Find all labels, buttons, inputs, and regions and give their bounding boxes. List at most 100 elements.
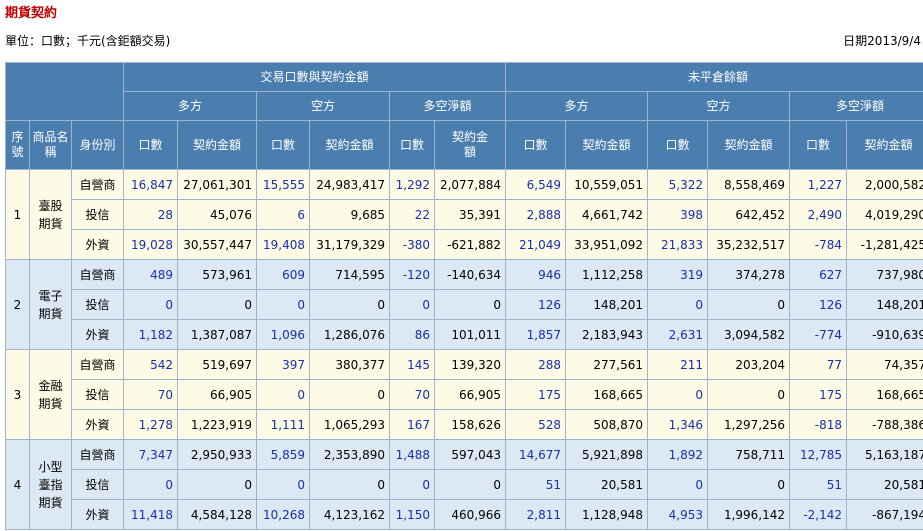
amount-cell: 758,711 [707,439,791,470]
lots-cell: 1,278 [123,409,178,440]
amount-cell: 277,561 [565,349,649,380]
lots-cell: 86 [389,319,435,350]
amount-cell: 1,286,076 [309,319,390,350]
lots-cell: 16,847 [123,169,178,200]
amount-cell: -1,281,425 [846,229,923,260]
product-name: 金融期貨 [29,349,72,440]
product-seq: 3 [5,349,30,440]
identity-cell: 投信 [71,379,124,410]
lots-cell: 1,227 [789,169,848,200]
lots-cell: 15,555 [256,169,310,200]
amount-cell: 4,584,128 [177,499,257,530]
header-trade-long-lots: 口數 [123,120,178,170]
product-name: 電子期貨 [29,259,72,350]
header-trade-net-amount: 契約金額 [433,120,507,170]
amount-cell: 642,452 [707,199,791,230]
amount-cell: 1,996,142 [707,499,791,530]
identity-cell: 自營商 [71,349,124,380]
amount-cell: 45,076 [177,199,257,230]
amount-cell: -140,634 [433,259,507,290]
identity-cell: 投信 [71,199,124,230]
lots-cell: 51 [505,469,567,500]
lots-cell: 6,549 [505,169,567,200]
lots-cell: 211 [647,349,709,380]
lots-cell: 528 [505,409,567,440]
amount-cell: 158,626 [433,409,507,440]
lots-cell: 1,857 [505,319,567,350]
amount-cell: 101,011 [433,319,507,350]
lots-cell: 2,490 [789,199,848,230]
lots-cell: 0 [647,379,709,410]
lots-cell: 319 [647,259,709,290]
header-open-net: 多空淨額 [789,91,923,121]
lots-cell: 489 [123,259,178,290]
lots-cell: 12,785 [789,439,848,470]
table-row: 外資 11,418 4,584,128 10,268 4,123,162 1,150 460… [6,499,923,530]
page-title: 期貨契約 [5,6,58,21]
lots-cell: -774 [789,319,848,350]
amount-cell: 20,581 [846,469,923,500]
amount-cell: 4,661,742 [565,199,649,230]
lots-cell: 145 [389,349,435,380]
header-open-short-lots: 口數 [647,120,709,170]
header-trade-net: 多空淨額 [388,91,507,121]
unit-label: 單位：口數；千元(含鉅額交易) [5,34,171,48]
lots-cell: 14,677 [505,439,567,470]
product-seq: 1 [5,169,30,260]
lots-cell: 4,953 [647,499,709,530]
identity-cell: 外資 [71,229,124,260]
lots-cell: -120 [389,259,435,290]
amount-cell: 597,043 [433,439,507,470]
amount-cell: 148,201 [565,289,649,320]
table-row: 外資 1,278 1,223,919 1,111 1,065,293 167 158,626… [6,409,923,440]
lots-cell: 22 [389,199,435,230]
lots-cell: 1,182 [123,319,178,350]
lots-cell: 126 [505,289,567,320]
header-open-long: 多方 [505,91,649,121]
table-row: 外資 1,182 1,387,087 1,096 1,286,076 86 101,011 1… [6,319,923,350]
lots-cell: -2,142 [789,499,848,530]
amount-cell: 33,951,092 [565,229,649,260]
amount-cell: -788,386 [846,409,923,440]
lots-cell: 1,892 [647,439,709,470]
header-trade-long-amount: 契約金額 [177,120,257,170]
amount-cell: 74,357 [846,349,923,380]
table-row: 投信 28 45,076 6 9,685 22 35,391 2,888 4,661,742 39… [6,199,923,230]
amount-cell: 2,950,933 [177,439,257,470]
amount-cell: 2,077,884 [433,169,507,200]
table-row: 投信 0 0 0 0 0 0 51 20,581 0 0 51 20,581 [6,469,923,500]
header-open-net-lots: 口數 [789,120,848,170]
amount-cell: 0 [433,289,507,320]
lots-cell: 21,833 [647,229,709,260]
lots-cell: 0 [256,379,310,410]
amount-cell: 30,557,447 [177,229,257,260]
lots-cell: 11,418 [123,499,178,530]
lots-cell: 398 [647,199,709,230]
lots-cell: 2,888 [505,199,567,230]
lots-cell: 77 [789,349,848,380]
amount-cell: 737,980 [846,259,923,290]
lots-cell: 167 [389,409,435,440]
lots-cell: -784 [789,229,848,260]
lots-cell: 28 [123,199,178,230]
lots-cell: 175 [505,379,567,410]
identity-cell: 外資 [71,319,124,350]
lots-cell: 1,096 [256,319,310,350]
lots-cell: 946 [505,259,567,290]
header-trade-short-amount: 契約金額 [309,120,390,170]
lots-cell: 2,631 [647,319,709,350]
lots-cell: 70 [389,379,435,410]
header-open-long-lots: 口數 [505,120,567,170]
table-row: 1 臺股期貨 自營商 16,847 27,061,301 15,555 24,983,417… [5,169,923,260]
product-seq: 2 [5,259,30,350]
lots-cell: 0 [256,469,310,500]
table-row: 投信 70 66,905 0 0 70 66,905 175 168,665 0 0 175 168,6… [6,379,923,410]
identity-cell: 外資 [71,499,124,530]
amount-cell: -867,194 [846,499,923,530]
amount-cell: 27,061,301 [177,169,257,200]
amount-cell: 31,179,329 [309,229,390,260]
amount-cell: 8,558,469 [707,169,791,200]
amount-cell: 2,183,943 [565,319,649,350]
lots-cell: 609 [256,259,310,290]
identity-cell: 投信 [71,469,124,500]
